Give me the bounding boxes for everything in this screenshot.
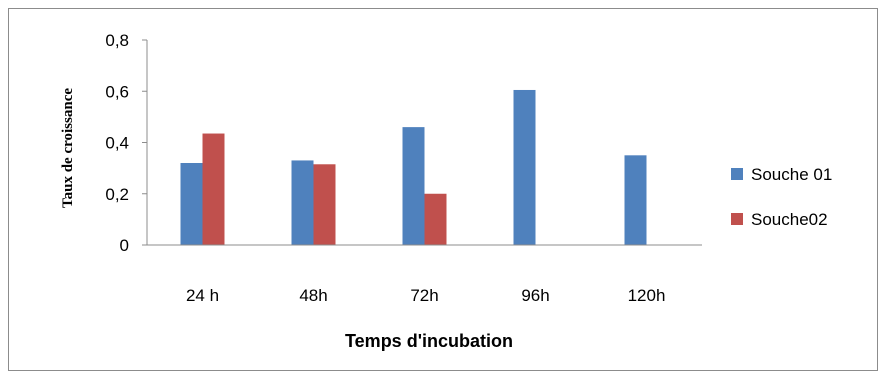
bar-souche02-2 [313,164,336,245]
y-tick-label: 0,8 [105,31,129,50]
legend-label-souche02: Souche02 [751,210,828,229]
x-tick-label: 72h [410,286,438,305]
y-axis-ticks: 0 0,2 0,4 0,6 0,8 [105,31,129,255]
y-tick-label: 0,4 [105,134,129,153]
bar-souche-01-2 [291,160,314,245]
x-axis-title: Temps d'incubation [345,331,513,351]
legend-swatch-souche02 [731,213,743,225]
legend: Souche 01 Souche02 [731,165,832,229]
x-tick-label: 48h [299,286,327,305]
legend-swatch-souche-01 [731,168,743,180]
chart-frame [8,8,878,371]
bar-souche-01-1 [180,163,203,245]
bar-souche-01-5 [624,155,647,245]
y-tick-label: 0 [120,236,129,255]
bar-souche-01-4 [513,89,536,245]
bars [180,89,647,245]
x-axis-ticks: 24 h 48h 72h 96h 120h [186,286,665,305]
y-axis [142,39,148,246]
x-tick-label: 96h [521,286,549,305]
bar-souche02-1 [202,133,225,245]
bar-souche-01-3 [402,127,425,245]
y-tick-label: 0,6 [105,82,129,101]
legend-label-souche-01: Souche 01 [751,165,832,184]
x-tick-label: 120h [628,286,666,305]
y-axis-title: Taux de croissance [60,88,76,208]
x-tick-label: 24 h [186,286,219,305]
y-tick-label: 0,2 [105,185,129,204]
bar-souche02-3 [424,193,447,245]
